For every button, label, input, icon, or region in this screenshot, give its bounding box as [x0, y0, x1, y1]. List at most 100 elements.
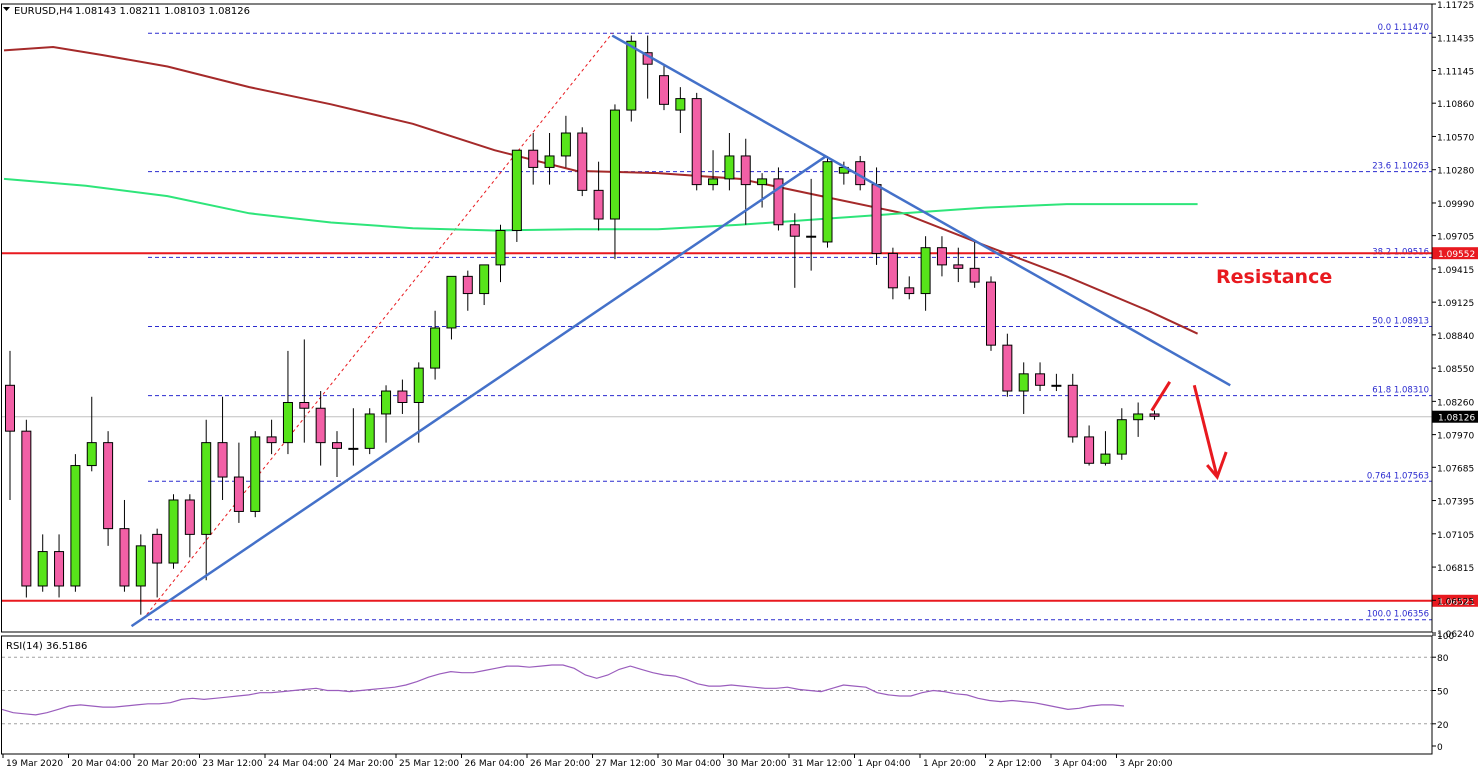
candle-body: [462, 275, 473, 295]
time-tick-label: 27 Mar 12:00: [596, 759, 656, 769]
candle-body: [1149, 413, 1160, 417]
time-tick-label: 26 Mar 20:00: [530, 759, 590, 769]
candle-body: [103, 442, 114, 530]
price-tick-label: 1.07685: [1437, 464, 1474, 474]
candle-body: [593, 189, 604, 220]
time-tick-label: 24 Mar 20:00: [334, 759, 394, 769]
candle-body: [282, 402, 293, 444]
header-dropdown-icon[interactable]: [3, 7, 10, 11]
candle-body: [1133, 413, 1144, 421]
candle-body: [626, 40, 637, 111]
candle-body: [577, 132, 588, 191]
candle-body: [675, 98, 686, 111]
price-tick-label: 1.06525: [1437, 597, 1474, 607]
candle-body: [266, 436, 277, 444]
candle-body: [822, 161, 833, 243]
ma-fast-line: [3, 177, 1198, 232]
candle-body: [119, 528, 130, 587]
price-tick-label: 1.09415: [1437, 266, 1474, 276]
candle-body: [168, 499, 179, 564]
price-tick-label: 1.11435: [1437, 34, 1474, 44]
candle-body: [1067, 384, 1078, 438]
price-tick-label: 1.08550: [1437, 365, 1474, 375]
rsi-tick-label: 100: [1437, 632, 1454, 642]
level-price-label: 1.09552: [1438, 250, 1475, 260]
fib-level-label: 0.0 1.11470: [1378, 23, 1429, 33]
price-tick-label: 1.10860: [1437, 100, 1474, 110]
candle-body: [446, 275, 457, 329]
level-price-box: [1432, 594, 1478, 607]
candle-body: [1018, 373, 1029, 392]
price-tick-label: 1.09990: [1437, 200, 1474, 210]
candle-body: [250, 436, 261, 512]
fib-level-label: 61.8 1.08310: [1372, 386, 1429, 396]
candle-body: [299, 402, 310, 409]
time-tick-label: 20 Mar 20:00: [137, 759, 197, 769]
candle-body: [430, 327, 441, 369]
candle-body: [544, 155, 555, 168]
time-tick-label: 30 Mar 20:00: [727, 759, 787, 769]
candle-body: [86, 442, 97, 467]
candle-body: [953, 264, 964, 269]
time-tick-label: 19 Mar 2020: [6, 759, 63, 769]
fib-level-label: 100.0 1.06356: [1367, 610, 1429, 620]
candle-body: [364, 413, 375, 449]
rsi-tick-label: 0: [1437, 743, 1443, 753]
rsi-tick-label: 20: [1437, 721, 1449, 731]
rsi-panel: 100 80 50 20 0: [1, 632, 1454, 753]
level-price-box: [1432, 247, 1478, 260]
time-tick-label: 20 Mar 04:00: [72, 759, 132, 769]
time-tick-label: 26 Mar 04:00: [465, 759, 525, 769]
candle-body: [217, 442, 228, 478]
candle-body: [691, 98, 702, 186]
last-price-box: [1432, 410, 1478, 423]
time-tick-label: 23 Mar 12:00: [203, 759, 263, 769]
trendline: [611, 34, 1231, 387]
candle-body: [724, 155, 735, 180]
candle-body: [5, 384, 15, 432]
rsi-tick-label: 50: [1437, 688, 1449, 698]
candle-body: [1002, 344, 1013, 392]
candle-body: [1051, 384, 1062, 387]
resistance-annotation: Resistance: [1216, 266, 1332, 288]
time-tick-label: 31 Mar 12:00: [792, 759, 852, 769]
price-tick-label: 1.06240: [1437, 630, 1474, 640]
fib-level-label: 23.6 1.10263: [1372, 162, 1429, 172]
candle-body: [528, 149, 539, 168]
candle-body: [708, 178, 719, 186]
price-tick-label: 1.06815: [1437, 564, 1474, 574]
candle-body: [479, 264, 490, 295]
candle-body: [887, 252, 898, 289]
candle-body: [986, 281, 996, 346]
time-tick-label: 25 Mar 12:00: [399, 759, 459, 769]
candle-body: [904, 287, 915, 295]
down-arrow-head: [1206, 451, 1228, 481]
price-tick-label: 1.08840: [1437, 332, 1474, 342]
candle-body: [21, 430, 32, 587]
candle-body: [37, 551, 48, 587]
candle-body: [969, 267, 980, 283]
price-tick-label: 1.11725: [1437, 1, 1474, 11]
candle-body: [54, 551, 65, 587]
price-tick-label: 1.07395: [1437, 498, 1474, 508]
candle-body: [332, 442, 342, 449]
candle-body: [201, 442, 212, 535]
candle-body: [413, 367, 424, 404]
ma-slow-line: [3, 45, 1199, 335]
candle-body: [1100, 453, 1111, 464]
candle-body: [740, 155, 751, 186]
candle-body: [184, 499, 195, 535]
candle-body: [511, 149, 522, 231]
time-tick-label: 24 Mar 04:00: [268, 759, 328, 769]
chart-header-symbol: EURUSD,H4: [14, 6, 73, 17]
candle-body: [348, 447, 359, 450]
up-arrow-stroke: [1150, 381, 1172, 412]
chart-header-ohlc: 1.08143 1.08211 1.08103 1.08126: [75, 6, 250, 17]
time-tick-label: 1 Apr 04:00: [858, 759, 911, 769]
fib-level-label: 0.764 1.07563: [1367, 471, 1429, 481]
candle-body: [1035, 373, 1046, 386]
candle-body: [495, 229, 506, 266]
candle-body: [1084, 436, 1095, 464]
candle-body: [773, 178, 784, 226]
